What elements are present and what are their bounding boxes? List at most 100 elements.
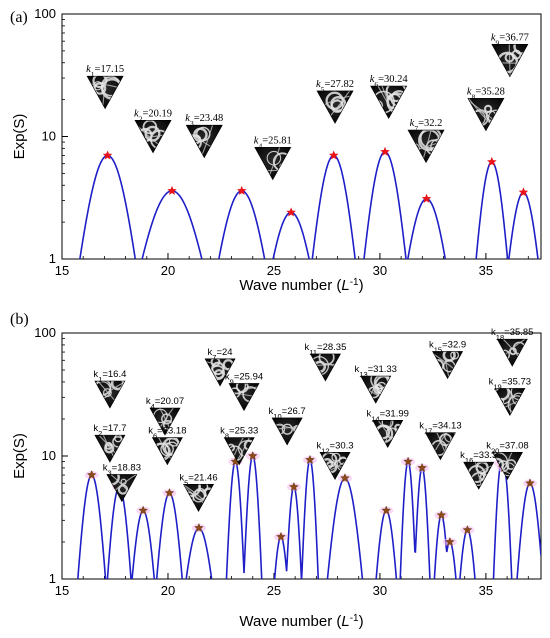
inset-background [272,417,303,445]
peak-marker-b-17 [462,525,473,535]
peak-marker-b-13 [403,456,413,466]
peak-label-value: =30.3 [330,440,354,451]
inset-line [379,420,396,448]
inset-border [496,338,528,367]
peak-label-sub: 10 [273,411,281,420]
peak-label-sub: 5 [184,478,188,487]
peak-label-sub: 4 [258,141,262,150]
peak-label-sub: 7 [414,124,418,133]
peak-label-a-1: k1=17.15 [86,64,124,79]
inset-triangle-a-5 [316,90,354,124]
inset-line [320,461,351,471]
peak-label-sub: 15 [434,345,442,354]
peak-label-k: k [486,440,491,451]
inset-triangle-b-11 [309,353,341,382]
inset-border [228,383,260,412]
peak-marker-b-1 [86,470,97,480]
inset-border [319,452,351,480]
peak-label-value: =20.19 [142,108,172,119]
peak-label-sub: 13 [359,370,367,379]
inset-line [190,125,218,158]
peak-label-sub: 5 [321,84,325,93]
x-tick-label-b: 25 [267,583,281,598]
inset-border [407,129,445,164]
inset-border [94,434,126,463]
inset-border [463,461,495,490]
inset-border [494,388,526,416]
peak-label-value: =33.3 [473,450,497,461]
peak-label-value: =37.08 [499,440,528,451]
y-tick-label-a: 100 [34,6,56,21]
inset-border [149,407,181,436]
inset-line [94,381,125,408]
x-tick-label-b: 15 [55,583,69,598]
inset-border [183,484,215,512]
peak-label-value: =36.77 [499,32,529,43]
inset-ring [513,44,528,55]
inset-pattern [494,388,525,416]
peak-label-b-6: k6=23.18 [148,426,186,441]
peak-label-value: =32.2 [418,118,442,129]
peak-marker-a-4 [286,207,296,217]
inset-line [415,130,437,163]
peak-label-sub: 1 [91,70,95,79]
inset-border [204,358,236,387]
x-axis-title-close: ) [359,613,364,630]
inset-line [183,484,214,512]
inset-border [491,44,529,78]
inset-line [494,452,520,480]
peak-label-a-3: k3=23.48 [185,113,223,128]
y-tick-label-b: 100 [34,325,56,340]
inset-line [361,376,390,404]
inset-triangle-b-19 [494,388,526,416]
inset-line [320,452,351,480]
peak-label-a-7: k7=32.2 [410,118,443,133]
peak-label-sub: 17 [424,426,432,435]
peak-label-b-17: k17=34.13 [419,421,461,436]
inset-line [508,44,512,77]
peak-label-sub: 12 [321,446,329,455]
inset-line [317,90,354,124]
peak-marker-a-3 [236,185,247,195]
inset-line [428,432,453,460]
inset-triangle-b-10 [271,417,303,446]
peak-label-k: k [269,406,274,417]
inset-triangle-b-4 [149,407,181,436]
inset-background [317,90,354,124]
inset-border [372,420,404,448]
x-axis-title-b: Wave number (L-1) [239,613,363,631]
inset-line [310,360,341,375]
inset-line [254,161,291,172]
peak-label-sub: 6 [374,80,378,89]
peak-label-b-8: k8=25.33 [220,426,258,441]
inset-triangle-b-1 [94,380,126,409]
peak-marker-b-3 [138,505,148,515]
peak-label-value: =31.33 [368,364,397,375]
inset-line [229,385,260,408]
inset-line [186,125,223,158]
inset-background [254,147,291,180]
inset-line [505,388,514,416]
peak-label-k: k [305,342,310,353]
peak-label-value: =20.07 [155,396,184,407]
inset-line [272,423,303,440]
inset-ring [113,435,123,443]
x-tick-label-a: 35 [479,263,493,278]
inset-border [134,120,172,154]
peak-label-b-15: k15=32.9 [429,339,466,354]
peak-marker-b-15 [436,510,447,520]
inset-line [135,131,172,142]
peak-marker-b-7 [247,450,258,461]
inset-line [152,437,183,465]
peak-label-k: k [93,369,98,380]
peak-label-b-18: k18=35.85 [491,327,533,342]
peak-label-k: k [86,64,91,75]
peak-label-k: k [254,135,259,146]
inset-line [408,134,445,158]
peak-marker-b-16 [445,536,455,547]
peak-label-value: =24 [216,347,232,358]
inset-line [106,474,137,502]
x-axis-title-a: Wave number (L-1) [239,277,363,295]
peak-label-b-14: k14=31.99 [367,408,409,423]
